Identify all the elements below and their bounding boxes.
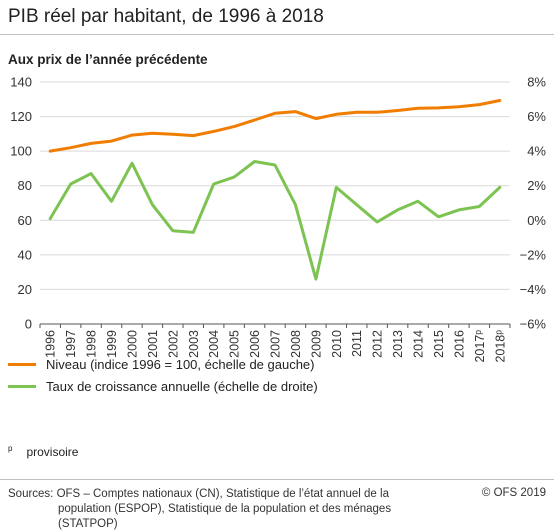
line-chart: 0 20 40 60 80 100 120 140 −6% −4% −2% 0% 2% 4% 6% 8% 199… (10, 75, 547, 363)
x-axis-tick-label: 1996 (44, 330, 58, 358)
footnote: p provisoire (8, 444, 78, 459)
series-line-niveau (48, 99, 502, 153)
right-axis-tick-label: 6% (527, 109, 546, 124)
right-axis-tick-label: −4% (520, 282, 547, 297)
x-axis-tick-label: 2009 (309, 330, 323, 358)
left-axis-tick-label: 80 (18, 178, 32, 193)
left-axis-tick-label: 120 (10, 109, 32, 124)
footnote-marker: p (8, 444, 13, 453)
x-axis-tick-label: 2006 (248, 330, 262, 358)
source-text: Sources: OFS – Comptes nationaux (CN), S… (8, 487, 438, 532)
x-axis-tick-label: 2012 (371, 330, 385, 358)
legend-label-taux: Taux de croissance annuelle (échelle de … (46, 378, 318, 394)
legend-swatch-green (8, 384, 36, 388)
left-axis-tick-label: 40 (18, 247, 32, 262)
x-axis-tick-label: 2014 (412, 330, 426, 358)
footnote-text: provisoire (26, 445, 79, 459)
title-rule (0, 34, 554, 35)
source-line-1: Sources: OFS – Comptes nationaux (CN), S… (8, 488, 389, 500)
legend-label-niveau: Niveau (indice 1996 = 100, échelle de ga… (46, 356, 315, 372)
right-axis-tick-label: −2% (520, 247, 547, 262)
x-axis-tick-label: 2013 (391, 330, 405, 358)
x-axis-tick-label: 2011 (350, 330, 364, 357)
chart-subtitle: Aux prix de l’année précédente (8, 52, 208, 67)
x-axis-tick-label: 2017ᵖ (473, 330, 487, 363)
chart-title: PIB réel par habitant, de 1996 à 2018 (8, 6, 324, 27)
x-axis-tick-label: 2004 (207, 330, 221, 358)
legend-swatch-orange (8, 362, 36, 366)
footer-rule (0, 479, 554, 480)
left-axis-tick-label: 100 (10, 144, 32, 159)
x-axis-tick-label: 2003 (187, 330, 201, 358)
x-axis-tick-label: 2005 (228, 330, 242, 358)
x-axis-tick-label: 2002 (166, 330, 180, 358)
right-axis-tick-label: 8% (527, 75, 546, 90)
x-axis-tick-label: 2007 (269, 330, 283, 358)
x-axis-tick-label: 2016 (452, 330, 466, 358)
series-line-taux (48, 160, 502, 281)
source-line-2: population (ESPOP), Statistique de la po… (58, 503, 392, 530)
x-axis-tick-label: 2015 (432, 330, 446, 358)
left-axis-tick-label: 0 (25, 317, 32, 332)
right-axis-tick-label: 2% (527, 178, 546, 193)
copyright: © OFS 2019 (481, 487, 546, 499)
right-axis-tick-label: −6% (520, 317, 547, 332)
x-axis-tick-label: 2008 (289, 330, 303, 358)
right-axis-tick-label: 4% (527, 144, 546, 159)
x-axis-tick-label: 2001 (146, 330, 160, 358)
left-axis-tick-label: 140 (10, 75, 32, 90)
legend-item-niveau: Niveau (indice 1996 = 100, échelle de ga… (8, 355, 315, 373)
left-axis-tick-label: 60 (18, 213, 32, 228)
x-axis-tick-label: 1997 (64, 330, 78, 358)
right-axis-tick-label: 0% (527, 213, 546, 228)
x-axis-tick-label: 2018ᵖ (493, 330, 507, 363)
x-axis-tick-label: 2010 (330, 330, 344, 358)
x-axis-tick-label: 1999 (105, 330, 119, 358)
left-axis-tick-label: 20 (18, 282, 32, 297)
x-axis-tick-label: 2000 (125, 330, 139, 358)
legend-item-taux: Taux de croissance annuelle (échelle de … (8, 377, 318, 395)
x-axis-tick-label: 1998 (85, 330, 99, 358)
